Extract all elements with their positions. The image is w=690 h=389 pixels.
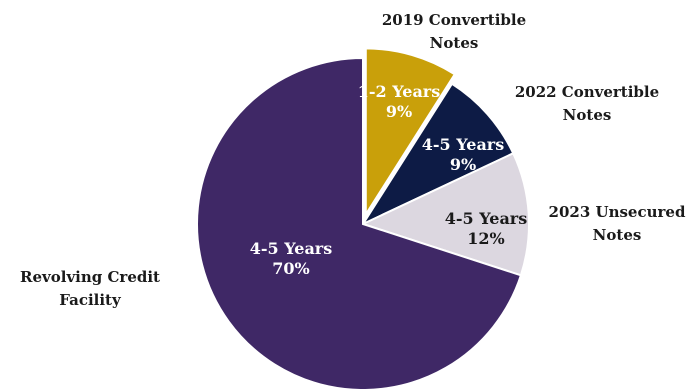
slice-data-label-2023-unsecured-notes: 4-5 Years 12% (445, 209, 528, 248)
slice-term-label: 4-5 Years (445, 209, 528, 228)
pie-slice-2023-unsecured-notes (360, 151, 531, 277)
category-label-line: Facility (59, 291, 122, 309)
category-label-line: 2022 Convertible (515, 83, 659, 101)
category-label-line: Notes (593, 226, 642, 244)
category-label-line: 2019 Convertible (382, 11, 526, 29)
category-label-2023-unsecured-notes: 2023 Unsecured Notes (549, 203, 686, 244)
pie-inner-labels: 1-2 Years 9%4-5 Years 9%4-5 Years 12%4-5 Ye… (250, 82, 528, 278)
pie-slices (196, 47, 531, 389)
pie-slice-2019-convertible-notes (364, 47, 457, 218)
category-label-line: 2023 Unsecured (549, 203, 686, 221)
slice-percent-label: 12% (467, 229, 504, 248)
slice-percent-label: 70% (272, 259, 309, 278)
slice-data-label-revolving-credit-facility: 4-5 Years 70% (250, 239, 333, 278)
pie-slice-2022-convertible-notes (360, 82, 515, 227)
pie-slice-revolving-credit-facility (196, 56, 523, 389)
category-label-line: Notes (563, 106, 612, 124)
category-label-line: Notes (430, 34, 479, 52)
category-label-line: Revolving Credit (20, 268, 160, 286)
slice-percent-label: 9% (450, 155, 476, 174)
slice-percent-label: 9% (386, 102, 412, 121)
slice-data-label-2022-convertible-notes: 4-5 Years 9% (422, 135, 505, 174)
category-label-2019-convertible-notes: 2019 Convertible Notes (382, 11, 526, 52)
category-label-2022-convertible-notes: 2022 Convertible Notes (515, 83, 659, 124)
slice-term-label: 4-5 Years (250, 239, 333, 258)
pie-category-labels: 2019 Convertible Notes 2022 Convertible Not… (20, 11, 686, 309)
category-label-revolving-credit-facility: Revolving Credit Facility (20, 268, 160, 309)
slice-data-label-2019-convertible-notes: 1-2 Years 9% (358, 82, 441, 121)
slice-term-label: 4-5 Years (422, 135, 505, 154)
slice-term-label: 1-2 Years (358, 82, 441, 101)
